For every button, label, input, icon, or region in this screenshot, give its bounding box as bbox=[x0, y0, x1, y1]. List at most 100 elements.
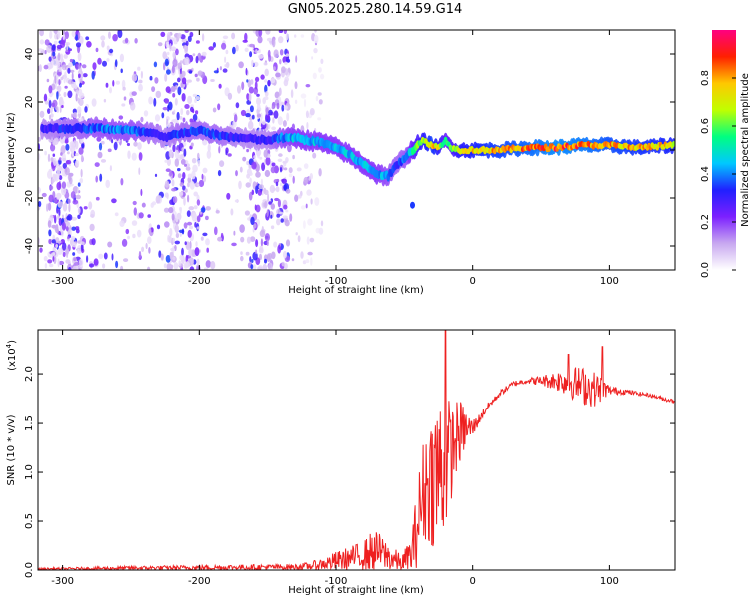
noise-speckle bbox=[54, 224, 59, 233]
noise-speckle bbox=[120, 68, 123, 74]
noise-speckle bbox=[220, 232, 224, 238]
noise-speckle bbox=[245, 113, 251, 118]
noise-speckle bbox=[133, 207, 137, 216]
noise-speckle bbox=[44, 150, 47, 156]
noise-speckle bbox=[53, 30, 58, 35]
noise-speckle bbox=[155, 90, 162, 99]
colorbar-tick-label: 0.6 bbox=[700, 118, 711, 134]
noise-speckle bbox=[133, 141, 138, 147]
noise-speckle bbox=[263, 149, 268, 158]
x-tick-label: -300 bbox=[51, 276, 74, 287]
noise-speckle bbox=[186, 210, 191, 218]
noise-speckle bbox=[227, 92, 233, 100]
noise-speckle bbox=[75, 34, 78, 41]
noise-speckle bbox=[161, 112, 165, 119]
noise-speckle bbox=[170, 247, 176, 252]
noise-speckle bbox=[58, 217, 63, 226]
noise-speckle bbox=[270, 166, 276, 174]
noise-speckle bbox=[260, 238, 263, 247]
noise-speckle bbox=[52, 58, 59, 66]
noise-speckle bbox=[39, 110, 45, 118]
noise-speckle bbox=[93, 258, 99, 266]
noise-speckle bbox=[80, 241, 85, 246]
noise-speckle bbox=[49, 263, 54, 268]
noise-speckle bbox=[143, 110, 149, 117]
noise-speckle bbox=[315, 95, 319, 102]
x-tick-label: 0 bbox=[470, 276, 476, 287]
noise-speckle bbox=[166, 51, 170, 56]
noise-speckle bbox=[194, 221, 197, 228]
noise-speckle bbox=[280, 102, 285, 106]
noise-speckle bbox=[111, 198, 117, 204]
noise-speckle bbox=[256, 103, 261, 111]
noise-speckle bbox=[255, 76, 260, 82]
noise-speckle bbox=[205, 260, 211, 268]
noise-speckle bbox=[131, 152, 137, 161]
noise-speckle bbox=[207, 143, 211, 153]
noise-speckle bbox=[170, 46, 177, 52]
noise-speckle bbox=[222, 68, 228, 73]
snr-panel: -300 -200 -100 0 100 0.0 0.5 1.0 1.5 2.0 Height … bbox=[5, 329, 676, 596]
noise-speckle bbox=[58, 159, 62, 165]
noise-speckle bbox=[61, 229, 64, 237]
noise-speckle bbox=[288, 167, 293, 174]
noise-speckle bbox=[179, 254, 184, 261]
noise-speckle bbox=[273, 110, 279, 119]
noise-speckle bbox=[278, 153, 283, 157]
noise-speckle bbox=[77, 31, 81, 39]
noise-speckle bbox=[283, 204, 288, 210]
noise-speckle bbox=[250, 264, 254, 270]
noise-speckle bbox=[82, 73, 88, 78]
noise-speckle bbox=[219, 160, 225, 168]
noise-speckle bbox=[312, 72, 317, 80]
noise-speckle bbox=[156, 224, 161, 230]
noise-speckle bbox=[212, 42, 216, 48]
noise-speckle bbox=[164, 180, 170, 188]
x-tick-label: -300 bbox=[51, 576, 74, 587]
noise-speckle bbox=[103, 252, 108, 260]
noise-speckle bbox=[200, 236, 204, 241]
noise-speckle bbox=[63, 77, 66, 84]
noise-speckle bbox=[274, 197, 280, 202]
noise-speckle bbox=[201, 173, 204, 180]
noise-speckle bbox=[226, 192, 231, 200]
noise-speckle bbox=[73, 257, 77, 262]
noise-speckle bbox=[50, 113, 54, 118]
noise-speckle bbox=[191, 157, 197, 164]
snr-frame bbox=[37, 329, 676, 571]
noise-speckle bbox=[310, 257, 313, 266]
noise-speckle bbox=[109, 87, 112, 94]
noise-speckle bbox=[69, 69, 75, 73]
noise-speckle bbox=[308, 176, 311, 181]
noise-speckle bbox=[196, 226, 200, 230]
noise-speckle bbox=[185, 40, 189, 46]
noise-speckle bbox=[181, 228, 185, 235]
noise-speckle bbox=[297, 194, 302, 199]
noise-speckle bbox=[151, 86, 156, 92]
noise-speckle bbox=[300, 34, 305, 38]
noise-speckle bbox=[138, 79, 143, 84]
noise-speckle bbox=[306, 189, 312, 196]
noise-speckle bbox=[175, 232, 180, 239]
noise-speckle bbox=[253, 223, 257, 229]
noise-speckle bbox=[232, 46, 236, 55]
noise-speckle bbox=[71, 30, 77, 38]
noise-speckle bbox=[187, 95, 193, 105]
noise-speckle bbox=[284, 61, 288, 65]
noise-speckle bbox=[225, 49, 229, 55]
noise-speckle bbox=[67, 67, 71, 74]
noise-speckle bbox=[241, 81, 245, 91]
noise-speckle bbox=[191, 170, 196, 180]
noise-speckle bbox=[138, 250, 142, 259]
noise-speckle bbox=[174, 224, 179, 234]
noise-speckle bbox=[188, 248, 193, 257]
noise-speckle bbox=[205, 215, 209, 221]
noise-speckle bbox=[68, 203, 71, 213]
noise-speckle bbox=[294, 34, 297, 38]
noise-speckle bbox=[287, 143, 292, 153]
noise-speckle bbox=[185, 163, 190, 168]
noise-speckle bbox=[56, 91, 59, 100]
noise-speckle bbox=[239, 166, 243, 173]
